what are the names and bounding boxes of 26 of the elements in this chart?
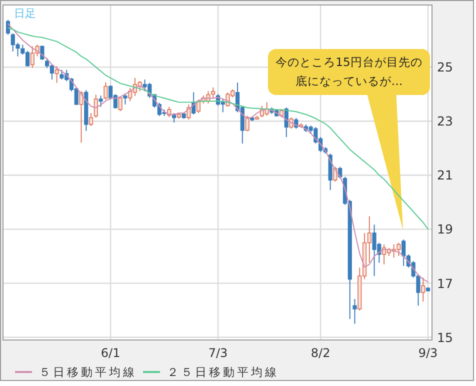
candlestick [352, 298, 357, 324]
x-tick-label: 7/3 [208, 346, 228, 360]
y-tick-label: 17 [437, 276, 453, 291]
candlestick [123, 93, 128, 105]
x-tick-label: 6/1 [100, 346, 120, 360]
annotation: 今のところ15円台が目先の底になっているが… [268, 49, 430, 95]
y-tick-label: 19 [437, 222, 453, 237]
y-tick-label: 25 [437, 60, 453, 75]
candlestick [333, 166, 338, 182]
candlestick [79, 90, 84, 144]
candlestick [104, 82, 108, 100]
chart-title: 日足 [14, 7, 36, 20]
candlestick [94, 94, 98, 118]
candlestick [88, 112, 94, 127]
candlestick [54, 66, 59, 84]
candlestick [421, 277, 426, 302]
y-tick-label: 15 [437, 330, 453, 345]
legend-label: ５日移動平均線 [39, 365, 137, 379]
candlestick [118, 96, 122, 112]
legend-label: ２５日移動平均線 [167, 365, 279, 379]
candlestick [98, 95, 103, 108]
x-tick-label: 8/2 [310, 346, 330, 360]
line-series [7, 27, 429, 230]
y-tick-label: 23 [437, 114, 453, 129]
x-tick-label: 9/3 [418, 346, 438, 360]
y-tick-label: 21 [437, 168, 453, 183]
